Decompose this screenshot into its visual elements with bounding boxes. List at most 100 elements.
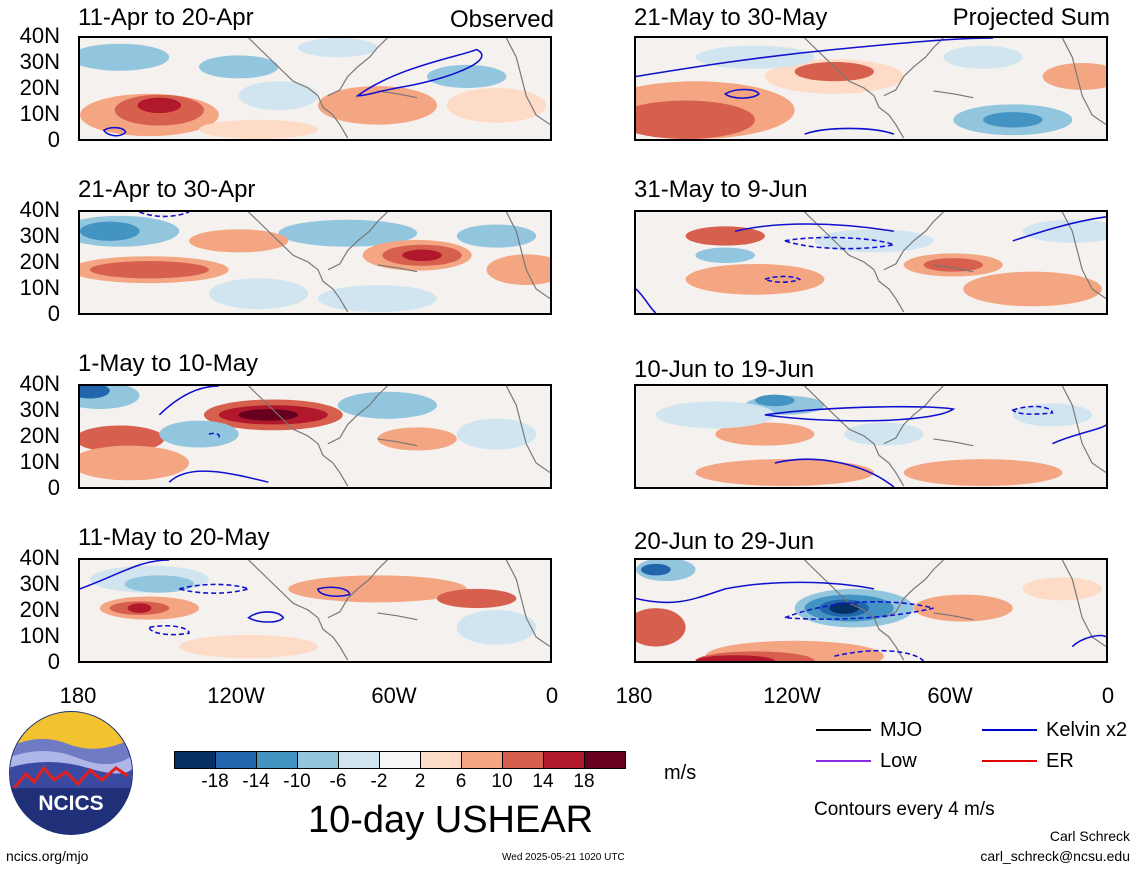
shear-anomaly-blob	[80, 425, 165, 453]
shear-anomaly-blob	[1022, 577, 1103, 601]
shear-anomaly-blob	[317, 285, 437, 313]
kelvin-contour	[781, 236, 897, 250]
legend-kelvin-line	[982, 729, 1037, 731]
legend-mjo-line	[816, 729, 871, 731]
kelvin-contour	[139, 212, 190, 218]
observed-label: Observed	[449, 6, 554, 33]
kelvin-contour	[734, 223, 894, 232]
shear-anomaly-blob	[655, 401, 775, 429]
kelvin-contour	[774, 458, 895, 487]
kelvin-contour	[168, 470, 269, 483]
colorbar-swatch	[502, 751, 544, 769]
shear-anomaly-blob	[208, 278, 309, 310]
lat-label: 0	[47, 475, 60, 500]
footer-timestamp: Wed 2025-05-21 1020 UTC	[502, 852, 625, 863]
lat-label: 10N	[19, 449, 60, 474]
colorbar-swatch	[338, 751, 380, 769]
map-panel-3	[78, 384, 552, 489]
lat-label: 0	[47, 649, 60, 674]
lat-label: 0	[47, 301, 60, 326]
shear-anomaly-blob	[754, 394, 795, 407]
kelvin-contour	[784, 601, 934, 620]
coastline	[804, 212, 1106, 313]
shear-anomaly-blob	[695, 45, 815, 69]
panel-title-3: 1-May to 10-May	[78, 350, 259, 377]
shear-anomaly-blob	[127, 603, 152, 613]
colorbar-units: m/s	[664, 762, 697, 784]
lat-label: 40N	[19, 371, 60, 396]
main-title: 10-day USHEAR	[308, 799, 594, 841]
kelvin-contour	[1012, 216, 1106, 242]
kelvin-contour	[102, 126, 127, 137]
shear-anomaly-blob	[80, 221, 140, 241]
shear-anomaly-blob	[1012, 403, 1093, 427]
shear-anomaly-blob	[983, 112, 1043, 128]
shear-anomaly-blob	[640, 563, 671, 576]
kelvin-contour	[355, 48, 483, 97]
coastline	[248, 212, 550, 313]
colorbar-swatch	[543, 751, 585, 769]
colorbar-swatch	[379, 751, 421, 769]
kelvin-contour	[723, 88, 760, 99]
shear-anomaly-blob	[436, 588, 517, 609]
shear-anomaly-blob	[198, 119, 318, 139]
lat-label: 40N	[19, 197, 60, 222]
kelvin-contour	[158, 386, 219, 416]
coastline	[248, 38, 550, 139]
shear-anomaly-blob	[377, 427, 457, 451]
shear-anomaly-blob	[80, 386, 110, 399]
colorbar-tick-label: 18	[573, 771, 595, 792]
colorbar-swatch	[461, 751, 503, 769]
shear-anomaly-blob	[298, 38, 378, 58]
shear-anomaly-blob	[636, 100, 755, 139]
colorbar-swatch	[256, 751, 298, 769]
kelvin-contour	[176, 583, 251, 594]
kelvin-contour	[764, 405, 956, 422]
shear-map	[636, 560, 1106, 661]
kelvin-contour	[317, 586, 351, 597]
kelvin-contour	[636, 581, 875, 604]
map-panel-1	[78, 36, 552, 141]
shear-map	[80, 212, 550, 313]
shear-anomaly-blob	[486, 254, 550, 286]
shear-map	[80, 560, 550, 661]
shear-anomaly-blob	[695, 459, 874, 487]
shear-anomaly-blob	[179, 635, 318, 659]
shear-map	[80, 38, 550, 139]
shear-anomaly-blob	[903, 459, 1063, 487]
colorbar-swatch	[584, 751, 626, 769]
lon-label-180-right: 180	[615, 683, 653, 708]
coastline	[248, 560, 550, 661]
footer-author: Carl Schreck	[1049, 828, 1130, 844]
map-panel-5	[634, 36, 1108, 141]
footer-email[interactable]: carl_schreck@ncsu.edu	[980, 848, 1130, 864]
kelvin-contour	[834, 649, 925, 661]
shear-anomaly-blob	[844, 422, 924, 446]
lat-label: 30N	[19, 223, 60, 248]
panel-title-8: 20-Jun to 29-Jun	[634, 528, 815, 555]
colorbar-tick-label: 14	[532, 771, 554, 792]
kelvin-contour	[80, 560, 170, 590]
shear-anomaly-blob	[943, 45, 1023, 69]
lat-label: 0	[47, 127, 60, 152]
footer-url[interactable]: ncics.org/mjo	[6, 848, 89, 864]
lat-label: 20N	[19, 423, 60, 448]
colorbar-tick-label: -6	[329, 771, 347, 792]
kelvin-contour	[208, 432, 220, 439]
shear-anomaly-blob	[636, 608, 686, 647]
projected-sum-label: Projected Sum	[952, 4, 1110, 31]
map-panel-6	[634, 210, 1108, 315]
shear-map	[636, 212, 1106, 313]
lon-label-120w-left: 120W	[207, 683, 265, 708]
kelvin-contour	[148, 625, 190, 636]
contour-interval-note: Contours every 4 m/s	[814, 799, 995, 820]
shear-anomaly-blob	[402, 249, 442, 262]
colorbar-swatch	[420, 751, 462, 769]
shear-anomaly-blob	[456, 224, 537, 248]
colorbar-swatch	[297, 751, 339, 769]
shear-anomaly-blob	[923, 258, 984, 272]
kelvin-contour	[804, 127, 895, 135]
shear-anomaly-blob	[456, 610, 537, 645]
shear-map	[636, 386, 1106, 487]
lat-label: 10N	[19, 623, 60, 648]
